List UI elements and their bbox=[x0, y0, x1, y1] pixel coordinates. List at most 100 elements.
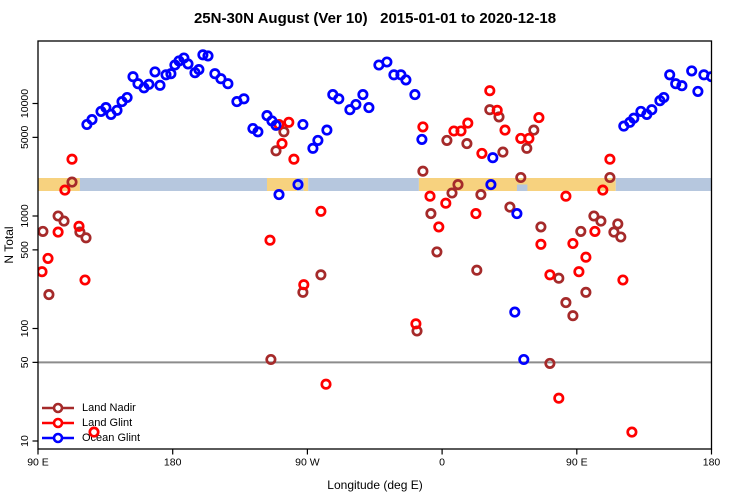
data-point bbox=[521, 142, 533, 154]
data-point bbox=[425, 208, 437, 220]
data-point bbox=[59, 184, 71, 196]
data-point bbox=[111, 104, 123, 116]
band-segment-ocean bbox=[615, 178, 712, 191]
data-point bbox=[264, 234, 276, 246]
data-point bbox=[350, 98, 362, 111]
data-point bbox=[400, 74, 412, 86]
data-point bbox=[617, 274, 629, 286]
data-point bbox=[333, 93, 345, 105]
y-tick-label: 10000 bbox=[19, 89, 31, 118]
y-tick-label: 10 bbox=[19, 435, 31, 447]
data-point bbox=[686, 65, 698, 77]
data-point bbox=[202, 50, 214, 62]
data-point bbox=[658, 91, 670, 104]
data-point bbox=[485, 179, 497, 191]
data-point bbox=[315, 205, 327, 217]
x-tick-label: 180 bbox=[703, 457, 721, 469]
data-point bbox=[298, 279, 310, 291]
data-point bbox=[222, 78, 234, 90]
data-point bbox=[88, 426, 100, 438]
panel-border bbox=[37, 40, 713, 450]
data-point bbox=[553, 272, 565, 284]
series-land-nadir bbox=[38, 104, 627, 369]
y-tick-label: 1000 bbox=[19, 204, 31, 228]
data-point bbox=[455, 125, 467, 137]
data-point bbox=[363, 102, 375, 114]
data-point bbox=[297, 118, 309, 131]
data-point bbox=[544, 357, 556, 369]
data-point bbox=[567, 237, 579, 250]
data-point bbox=[307, 142, 319, 154]
data-point bbox=[100, 102, 112, 114]
band-segment-land bbox=[266, 178, 297, 191]
data-point bbox=[476, 147, 488, 159]
data-point bbox=[160, 69, 172, 81]
data-point bbox=[79, 274, 91, 286]
legend-item-land-nadir: Land Nadir bbox=[40, 400, 140, 415]
data-point bbox=[528, 124, 540, 136]
data-point bbox=[292, 179, 304, 191]
data-point bbox=[252, 126, 264, 138]
land-ocean-band bbox=[38, 178, 712, 191]
x-tick-label: 90 E bbox=[27, 457, 49, 469]
data-point bbox=[533, 112, 545, 124]
data-point bbox=[388, 69, 400, 81]
legend-item-land-glint: Land Glint bbox=[40, 415, 140, 430]
series-land-glint bbox=[38, 85, 638, 438]
data-point bbox=[670, 78, 682, 90]
data-point bbox=[491, 104, 503, 116]
legend: Land Nadir Land Glint Ocean Glint bbox=[40, 400, 140, 445]
data-point bbox=[560, 297, 572, 309]
data-point bbox=[238, 93, 250, 105]
data-point bbox=[608, 226, 620, 238]
data-point bbox=[597, 184, 609, 196]
data-point bbox=[664, 69, 676, 81]
data-point bbox=[410, 318, 422, 330]
data-point bbox=[462, 117, 474, 129]
data-point bbox=[612, 218, 624, 230]
x-tick-label: 90 W bbox=[295, 457, 320, 469]
x-tick-label: 180 bbox=[164, 457, 182, 469]
data-point bbox=[544, 269, 556, 281]
data-point bbox=[575, 225, 587, 237]
data-point bbox=[66, 176, 78, 188]
data-point bbox=[441, 134, 453, 146]
data-point bbox=[604, 153, 616, 165]
data-point bbox=[409, 89, 421, 101]
land-nadir-marker-icon bbox=[42, 402, 74, 413]
data-point bbox=[580, 286, 592, 298]
legend-label: Land Glint bbox=[82, 416, 133, 429]
data-point bbox=[58, 215, 70, 227]
data-point bbox=[461, 138, 473, 150]
data-point bbox=[487, 152, 499, 164]
data-point bbox=[265, 353, 277, 366]
x-tick-label: 90 E bbox=[566, 457, 588, 469]
data-point bbox=[416, 133, 428, 145]
land-glint-marker-icon bbox=[42, 417, 74, 428]
data-point bbox=[80, 232, 92, 244]
data-point bbox=[692, 85, 704, 97]
x-tick-label: 0 bbox=[439, 457, 445, 469]
y-tick-label: 50 bbox=[19, 356, 31, 368]
data-point bbox=[127, 71, 139, 83]
data-point bbox=[193, 64, 205, 76]
data-point bbox=[515, 171, 527, 184]
ocean-glint-marker-icon bbox=[42, 432, 74, 443]
data-point bbox=[66, 153, 78, 165]
data-point bbox=[149, 66, 161, 78]
data-point bbox=[43, 289, 55, 301]
data-point bbox=[518, 353, 530, 366]
data-point bbox=[121, 91, 133, 104]
data-point bbox=[560, 190, 572, 202]
data-point bbox=[589, 225, 601, 237]
data-point bbox=[511, 208, 523, 220]
data-point bbox=[270, 119, 282, 131]
data-point bbox=[215, 73, 227, 85]
data-point bbox=[154, 79, 166, 91]
data-point bbox=[446, 187, 458, 199]
data-point bbox=[580, 251, 592, 263]
data-point bbox=[493, 111, 505, 123]
data-point bbox=[417, 165, 429, 177]
data-point bbox=[424, 190, 436, 202]
data-point bbox=[484, 85, 496, 97]
